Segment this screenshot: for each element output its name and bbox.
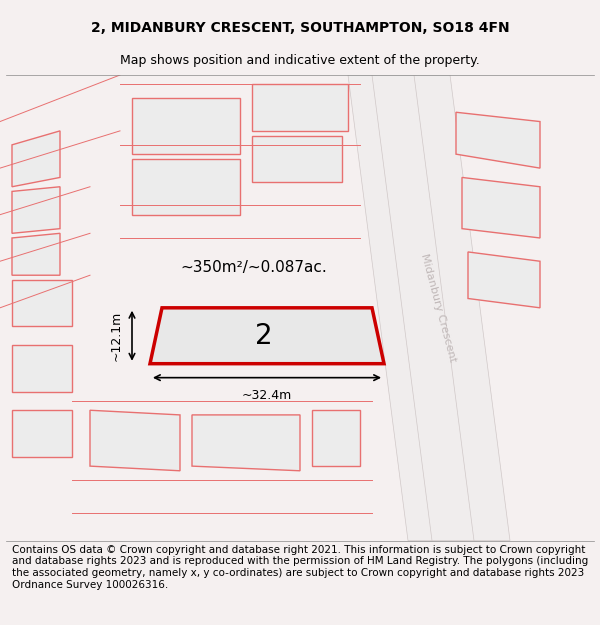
- Text: Map shows position and indicative extent of the property.: Map shows position and indicative extent…: [120, 54, 480, 67]
- Polygon shape: [12, 131, 60, 187]
- Polygon shape: [192, 415, 300, 471]
- Polygon shape: [90, 410, 180, 471]
- Polygon shape: [132, 98, 240, 154]
- Polygon shape: [348, 75, 510, 541]
- Text: 2: 2: [255, 322, 273, 350]
- Polygon shape: [12, 280, 72, 326]
- Text: Contains OS data © Crown copyright and database right 2021. This information is : Contains OS data © Crown copyright and d…: [12, 545, 588, 589]
- Polygon shape: [456, 112, 540, 168]
- Text: 2, MIDANBURY CRESCENT, SOUTHAMPTON, SO18 4FN: 2, MIDANBURY CRESCENT, SOUTHAMPTON, SO18…: [91, 21, 509, 35]
- Polygon shape: [252, 136, 342, 182]
- Polygon shape: [12, 187, 60, 233]
- Polygon shape: [12, 233, 60, 275]
- Polygon shape: [12, 410, 72, 457]
- Polygon shape: [150, 308, 384, 364]
- Polygon shape: [132, 159, 240, 214]
- Text: ~12.1m: ~12.1m: [110, 311, 123, 361]
- Text: ~32.4m: ~32.4m: [242, 389, 292, 402]
- Polygon shape: [462, 177, 540, 238]
- Text: ~350m²/~0.087ac.: ~350m²/~0.087ac.: [180, 260, 327, 275]
- Polygon shape: [468, 252, 540, 308]
- Polygon shape: [12, 345, 72, 392]
- Polygon shape: [312, 410, 360, 466]
- Polygon shape: [252, 84, 348, 131]
- Text: Midanbury Crescent: Midanbury Crescent: [419, 253, 457, 363]
